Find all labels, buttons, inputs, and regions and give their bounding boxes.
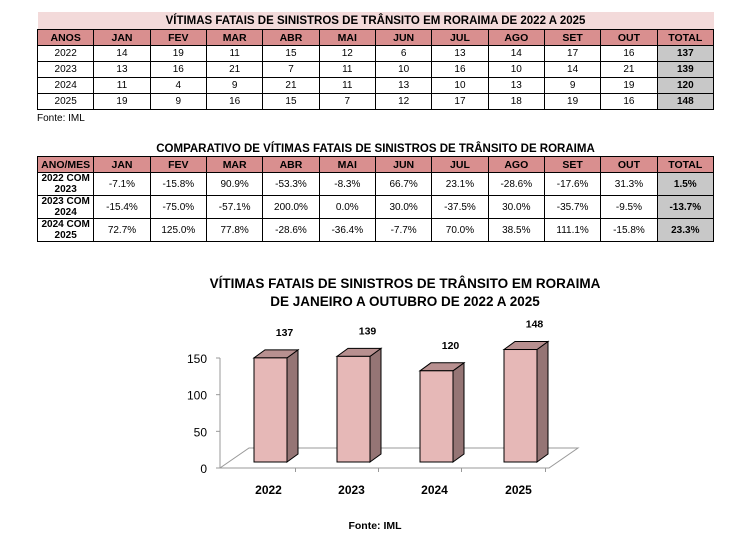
x-tick-label: 2023 (338, 483, 365, 497)
x-tick-label: 2025 (505, 483, 532, 497)
column-header: JUL (431, 29, 489, 46)
table-cell: -53.3% (262, 172, 320, 196)
table-cell: 0.0% (318, 195, 376, 219)
column-header: SET (543, 156, 602, 173)
total-cell: 23.3% (656, 218, 715, 242)
table-cell: 90.9% (205, 172, 264, 196)
column-header: JUN (374, 29, 433, 46)
total-cell: 1.5% (656, 172, 715, 196)
column-header: TOTAL (656, 29, 715, 46)
table-cell: -7.7% (374, 218, 433, 242)
table-cell: 111.1% (543, 218, 602, 242)
table-cell: -28.6% (262, 218, 320, 242)
table-cell: 72.7% (93, 218, 151, 242)
table-cell: 30.0% (374, 195, 433, 219)
total-cell: 139 (656, 61, 715, 78)
y-tick-label: 100 (187, 389, 207, 403)
table-source: Fonte: IML (37, 113, 85, 124)
column-header: FEV (149, 156, 207, 173)
x-tick-label: 2024 (421, 483, 448, 497)
bar (419, 370, 454, 463)
column-header: OUT (600, 29, 658, 46)
column-header: JAN (93, 29, 151, 46)
data-label: 120 (442, 340, 460, 352)
table-title: COMPARATIVO DE VÍTIMAS FATAIS DE SINISTR… (37, 142, 714, 157)
table-title: VÍTIMAS FATAIS DE SINISTROS DE TRÂNSITO … (37, 12, 714, 30)
x-tick-label: 2022 (255, 483, 282, 497)
bar-side (536, 340, 549, 463)
table-row: 2023 COM 2024 -15.4% -75.0% -57.1% 200.0% 0.0… (36, 195, 715, 219)
row-label: 2022 COM 2023 (36, 172, 95, 196)
column-header: JUN (374, 156, 433, 173)
chart-title: VÍTIMAS FATAIS DE SINISTROS DE TRÂNSITO … (210, 276, 601, 291)
table-cell: 38.5% (487, 218, 545, 242)
column-header: SET (543, 29, 602, 46)
table-cell: -15.8% (600, 218, 658, 242)
chart-subtitle: DE JANEIRO A OUTUBRO DE 2022 A 2025 (270, 294, 540, 309)
chart-floor (218, 447, 580, 469)
table-row: 2024 11 4 9 21 11 13 10 13 9 19 120 (36, 77, 715, 94)
column-header: MAI (318, 156, 376, 173)
column-header: JAN (93, 156, 151, 173)
bar-side (452, 361, 465, 463)
y-tick-label: 150 (187, 352, 207, 366)
column-header: AGO (487, 156, 545, 173)
table-cell: 9 (149, 93, 207, 110)
table-cell: 30.0% (487, 195, 545, 219)
total-cell: 148 (656, 93, 715, 110)
table-row: 2025 19 9 16 15 7 12 17 18 19 16 148 (36, 93, 715, 110)
column-header: MAR (205, 156, 264, 173)
column-header: AGO (487, 29, 545, 46)
table-cell: 70.0% (431, 218, 489, 242)
row-label: 2024 COM 2025 (36, 218, 95, 242)
column-header: OUT (600, 156, 658, 173)
column-header: MAI (318, 29, 376, 46)
y-tick-label: 50 (194, 425, 208, 439)
comparison-table: COMPARATIVO DE VÍTIMAS FATAIS DE SINISTR… (36, 142, 715, 242)
table-row: 2022 COM 2023 -7.1% -15.8% 90.9% -53.3% -8.3%… (36, 172, 715, 196)
data-label: 148 (526, 319, 544, 331)
table-cell: 77.8% (205, 218, 264, 242)
data-label: 139 (359, 325, 377, 337)
table-cell: -7.1% (93, 172, 151, 196)
bar (336, 355, 371, 463)
column-header: ANO/MES (36, 156, 95, 173)
column-header: ANOS (36, 29, 95, 46)
y-tick-label: 0 (200, 462, 207, 476)
table-row: 2024 COM 2025 72.7% 125.0% 77.8% -28.6% -36.4… (36, 218, 715, 242)
bar (253, 357, 288, 463)
row-label: 2023 COM 2024 (36, 195, 95, 219)
column-header: TOTAL (656, 156, 715, 173)
bar (503, 349, 538, 463)
table-cell: 200.0% (262, 195, 320, 219)
column-header: ABR (262, 29, 320, 46)
column-header: FEV (149, 29, 207, 46)
bar-side (286, 348, 299, 463)
table-cell: 19 (543, 93, 602, 110)
fatalities-table: VÍTIMAS FATAIS DE SINISTROS DE TRÂNSITO … (36, 12, 715, 110)
table-cell: -36.4% (318, 218, 376, 242)
bar-side (369, 347, 382, 463)
table-cell: -75.0% (149, 195, 207, 219)
chart-source: Fonte: IML (348, 520, 402, 532)
data-label: 137 (276, 327, 294, 339)
total-cell: -13.7% (656, 195, 715, 219)
